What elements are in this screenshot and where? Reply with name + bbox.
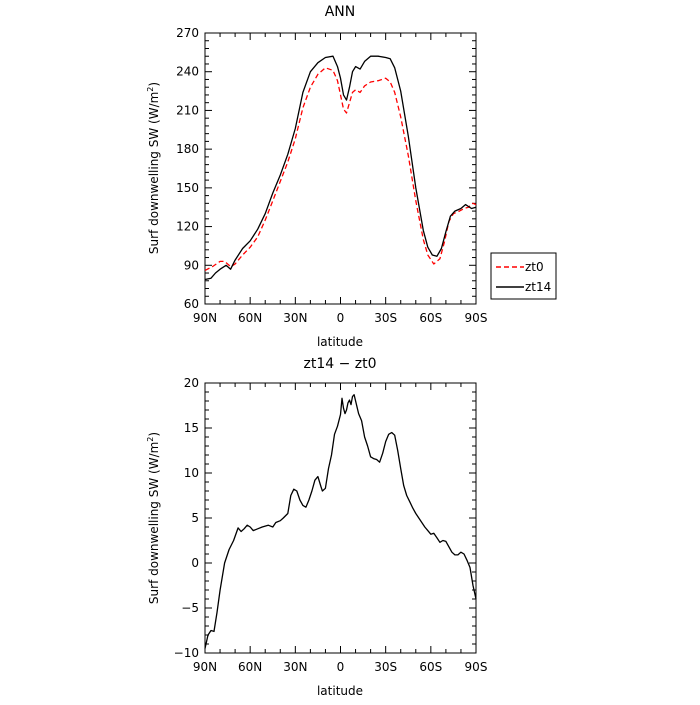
legend-box [490,252,557,300]
y-tick-label: 120 [176,220,199,234]
x-tick-label: 30N [283,311,307,325]
y-axis-label-main: Surf downwelling SW (W/m [147,92,161,254]
chart-panel-difference: zt14 − zt0 latitude Surf downwelling SW … [146,356,487,698]
legend: zt0 zt14 [490,252,557,300]
series-line [204,394,477,649]
y-axis-label-end: ) [147,432,161,437]
x-axis-label: latitude [317,335,363,349]
x-tick-label: 60S [419,311,442,325]
x-tick-label: 90S [465,311,488,325]
legend-label-zt14: zt14 [525,280,551,294]
y-axis-label: Surf downwelling SW (W/m2) [146,432,161,604]
y-tick-label: 15 [184,421,199,435]
y-tick-label: 20 [184,376,199,390]
y-tick-label: 5 [191,511,199,525]
x-tick-label: 60S [419,660,442,674]
y-tick-label: 90 [184,258,199,272]
y-axis-label-sup: 2 [146,87,155,92]
y-axis-label-end: ) [147,82,161,87]
chart-title: zt14 − zt0 [303,356,376,372]
y-tick-label: 150 [176,181,199,195]
x-tick-label: 90N [193,660,217,674]
y-axis-label: Surf downwelling SW (W/m2) [146,82,161,254]
y-tick-label: −10 [174,646,199,660]
series-line-zt14 [204,55,477,281]
x-tick-label: 0 [337,311,345,325]
y-tick-label: 60 [184,297,199,311]
x-tick-label: 60N [238,311,262,325]
x-tick-label: 90N [193,311,217,325]
y-tick-label: −5 [181,601,199,615]
x-tick-label: 30S [374,660,397,674]
x-tick-label: 60N [238,660,262,674]
chart-panel-ann: ANN latitude Surf downwelling SW (W/m2) … [146,4,557,349]
series-line-zt0 [204,67,477,271]
y-tick-label: 240 [176,65,199,79]
x-tick-label: 30N [283,660,307,674]
y-tick-label: 0 [191,556,199,570]
x-axis-label: latitude [317,684,363,698]
x-tick-label: 0 [337,660,345,674]
x-tick-label: 30S [374,311,397,325]
chart-title: ANN [325,4,356,20]
y-tick-label: 210 [176,103,199,117]
y-tick-label: 270 [176,26,199,40]
y-tick-label: 180 [176,142,199,156]
y-axis-label-sup: 2 [146,437,155,442]
y-axis-label-main: Surf downwelling SW (W/m [147,442,161,604]
x-tick-label: 90S [465,660,488,674]
legend-label-zt0: zt0 [525,260,544,274]
y-tick-label: 10 [184,466,199,480]
